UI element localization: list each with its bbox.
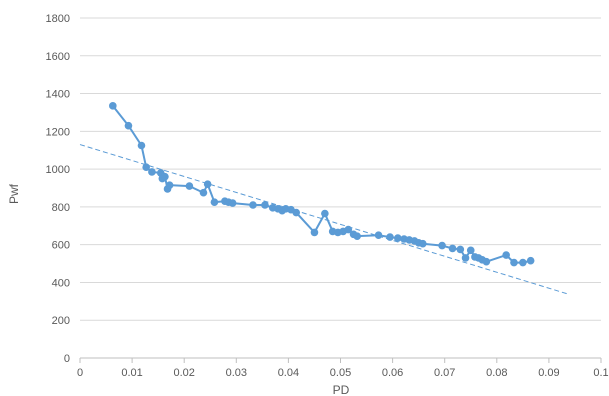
data-point xyxy=(353,232,361,240)
y-tick-label: 800 xyxy=(52,202,70,214)
x-axis-title: PD xyxy=(333,383,350,396)
data-point xyxy=(461,254,470,262)
x-tick-label: 0 xyxy=(77,367,83,379)
y-tick-label: 400 xyxy=(52,277,70,289)
data-point xyxy=(109,102,117,110)
x-tick-label: 0.09 xyxy=(538,367,559,379)
data-point xyxy=(161,172,169,181)
data-point xyxy=(148,168,156,176)
trendline xyxy=(79,144,568,295)
data-point xyxy=(292,208,301,217)
data-point xyxy=(261,201,269,209)
data-point xyxy=(203,180,212,189)
gridlines xyxy=(80,17,601,321)
x-tick-label: 0.06 xyxy=(382,367,403,379)
y-tick-label: 1400 xyxy=(46,89,70,101)
data-point xyxy=(456,245,465,254)
data-point xyxy=(137,141,146,150)
axes xyxy=(79,357,602,363)
data-point xyxy=(386,233,394,241)
data-point xyxy=(374,231,383,240)
data-point xyxy=(526,256,535,265)
y-tick-label: 1800 xyxy=(46,13,70,25)
x-tick-label: 0.01 xyxy=(121,367,142,379)
data-point xyxy=(310,228,319,237)
data-point xyxy=(419,239,427,248)
trendline-layer xyxy=(79,144,568,295)
data-point xyxy=(466,246,475,255)
data-point xyxy=(448,244,457,253)
x-tick-label: 0.03 xyxy=(226,367,247,379)
tick-labels: 0 200 400 600 800 1000 1200 1400 1600 1800 0 0.01 0.… xyxy=(46,13,609,379)
data-series-layer xyxy=(109,102,535,267)
data-point xyxy=(165,181,174,189)
y-tick-label: 1000 xyxy=(46,164,70,176)
x-tick-label: 0.04 xyxy=(278,367,299,379)
data-point xyxy=(228,199,237,207)
y-axis-title: Pwf xyxy=(7,183,21,204)
y-tick-label: 200 xyxy=(52,315,70,327)
x-tick-label: 0.1 xyxy=(593,367,608,379)
data-point xyxy=(510,258,518,267)
data-point xyxy=(210,198,219,206)
data-point xyxy=(502,251,510,259)
data-point xyxy=(321,209,329,218)
x-tick-label: 0.08 xyxy=(486,367,507,379)
data-point xyxy=(482,257,491,266)
data-point xyxy=(142,163,150,172)
data-point xyxy=(124,121,133,130)
series-line xyxy=(112,105,531,264)
y-tick-label: 600 xyxy=(52,240,70,252)
y-tick-label: 0 xyxy=(64,353,70,365)
y-tick-label: 1200 xyxy=(46,126,70,138)
data-point xyxy=(185,182,194,190)
data-point xyxy=(344,225,353,234)
x-tick-label: 0.07 xyxy=(434,367,455,379)
data-point xyxy=(394,234,402,242)
data-point xyxy=(438,241,446,250)
data-point xyxy=(519,258,527,267)
y-tick-label: 1600 xyxy=(46,51,70,63)
x-tick-label: 0.02 xyxy=(173,367,194,379)
data-point xyxy=(199,188,208,197)
data-point xyxy=(249,201,257,209)
x-tick-label: 0.05 xyxy=(330,367,351,379)
